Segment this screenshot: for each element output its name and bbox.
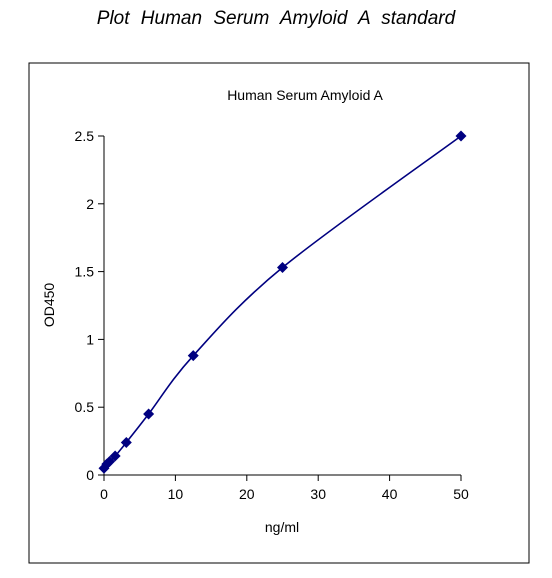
x-tick-label: 50 bbox=[453, 486, 469, 502]
x-tick-label: 30 bbox=[310, 486, 326, 502]
y-tick-label: 0.5 bbox=[75, 399, 95, 415]
y-tick-label: 2.5 bbox=[75, 128, 95, 144]
axis-ticks: 0 10 20 30 40 50 0 0.5 1 1.5 2 2.5 bbox=[75, 128, 469, 502]
y-axis-label: OD450 bbox=[41, 283, 57, 328]
data-point-marker bbox=[120, 436, 132, 448]
data-point-marker bbox=[455, 130, 467, 142]
page-heading: Plot Human Serum Amyloid A standard bbox=[96, 8, 456, 29]
data-point-marker bbox=[187, 350, 199, 362]
data-point-marker bbox=[109, 450, 121, 462]
x-tick-label: 0 bbox=[100, 486, 108, 502]
y-tick-label: 2 bbox=[86, 196, 94, 212]
chart-title: Human Serum Amyloid A bbox=[227, 87, 383, 103]
y-tick-label: 1.5 bbox=[75, 264, 95, 280]
y-tick-label: 0 bbox=[86, 467, 94, 483]
data-point-marker bbox=[143, 408, 155, 420]
x-tick-label: 40 bbox=[382, 486, 398, 502]
y-tick-label: 1 bbox=[86, 331, 94, 347]
axes bbox=[103, 136, 461, 476]
x-axis-label: ng/ml bbox=[265, 519, 299, 535]
x-tick-label: 20 bbox=[239, 486, 255, 502]
data-point-marker bbox=[277, 262, 288, 274]
data-points bbox=[98, 130, 467, 474]
x-tick-label: 10 bbox=[168, 486, 184, 502]
